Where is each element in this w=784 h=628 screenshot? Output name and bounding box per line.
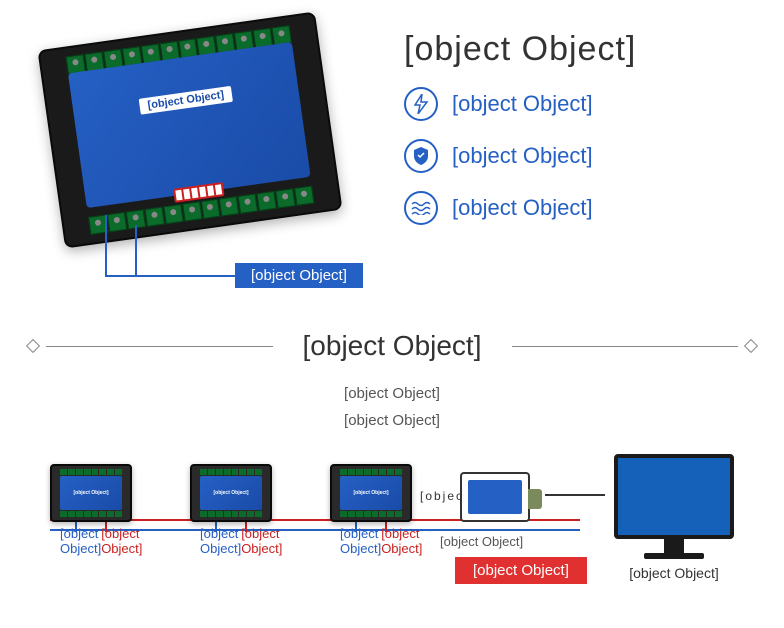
section-description: [object Object] [object Object] bbox=[0, 380, 784, 434]
converter-device bbox=[460, 472, 530, 522]
feature-text: [object Object] bbox=[452, 195, 593, 221]
converter-label: [object Object] bbox=[440, 534, 523, 549]
buy-button[interactable]: [object Object] bbox=[455, 557, 587, 584]
lightning-icon bbox=[404, 87, 438, 121]
bus-device-1: [object Object] [object Object][object O… bbox=[50, 464, 132, 556]
feature-list: [object Object] [object Object] [object … bbox=[404, 30, 734, 243]
bus-diagram: [object Object] [object Object] [object O… bbox=[0, 464, 784, 624]
section-title: [object Object] bbox=[293, 330, 492, 362]
top-section: [object Object] [object Object] [object … bbox=[0, 0, 784, 300]
bus-device-2: [object Object] [object Object][object O… bbox=[190, 464, 272, 556]
feature-item-surge: [object Object] bbox=[404, 191, 734, 225]
feature-item-isolation: [object Object] bbox=[404, 87, 734, 121]
bus-device-3: [object Object] [object Object][object O… bbox=[330, 464, 412, 556]
feature-text: [object Object] bbox=[452, 143, 593, 169]
callout-wire bbox=[135, 225, 137, 275]
feature-text: [object Object] bbox=[452, 91, 593, 117]
pc-monitor: [object Object] bbox=[614, 454, 734, 581]
rs485-port-label: [object Object] bbox=[235, 263, 363, 288]
feature-title: [object Object] bbox=[404, 30, 734, 69]
waves-icon bbox=[404, 191, 438, 225]
section-divider: [object Object] bbox=[40, 330, 744, 362]
pc-label: [object Object] bbox=[614, 565, 734, 581]
callout-wire bbox=[105, 275, 235, 277]
feature-item-interference: [object Object] bbox=[404, 139, 734, 173]
device-model-label: [object Object] bbox=[139, 86, 233, 115]
callout-wire bbox=[105, 215, 107, 275]
shield-icon bbox=[404, 139, 438, 173]
main-device-image: [object Object] bbox=[37, 11, 342, 248]
pc-connection-line bbox=[545, 494, 605, 496]
